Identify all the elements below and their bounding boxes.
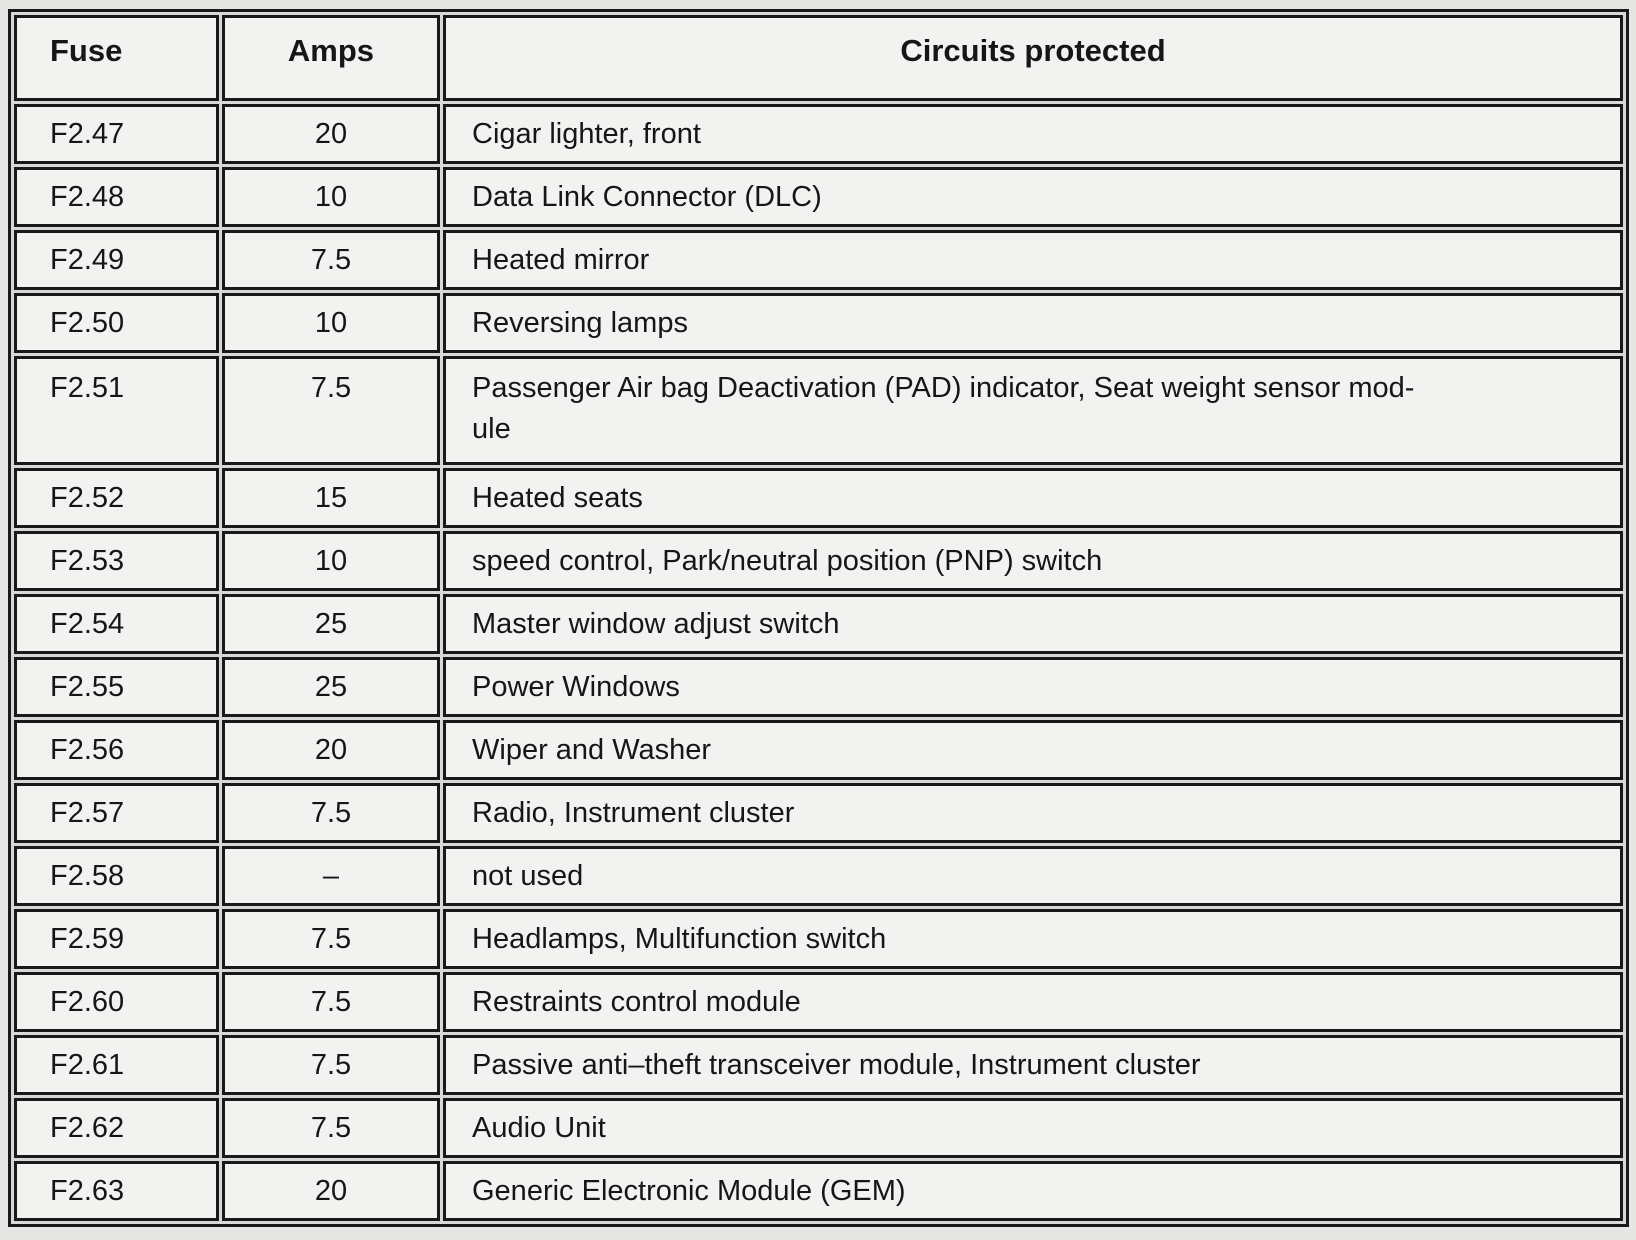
fuse-cell: F2.47 [14, 104, 219, 164]
table-row: F2.52 15 Heated seats [14, 467, 1623, 528]
table-row: F2.47 20 Cigar lighter, front [14, 104, 1623, 164]
table-row: F2.57 7.5 Radio, Instrument cluster [14, 782, 1623, 843]
circuits-cell: Cigar lighter, front [443, 104, 1623, 164]
amps-cell: 7.5 [222, 908, 440, 969]
fuse-cell: F2.60 [14, 971, 219, 1032]
header-fuse: Fuse [14, 15, 219, 101]
amps-cell: 20 [222, 719, 440, 780]
fuse-cell: F2.56 [14, 719, 219, 780]
table-row: F2.50 10 Reversing lamps [14, 293, 1623, 353]
circuits-cell: Data Link Connector (DLC) [443, 167, 1623, 227]
circuits-cell: Restraints control module [443, 971, 1623, 1032]
amps-cell: 7.5 [222, 782, 440, 843]
circuits-cell: Passenger Air bag Deactivation (PAD) ind… [443, 356, 1623, 465]
circuits-cell: Audio Unit [443, 1097, 1623, 1158]
circuits-cell: speed control, Park/neutral position (PN… [443, 530, 1623, 591]
table-row: F2.56 20 Wiper and Washer [14, 719, 1623, 780]
amps-cell: – [222, 845, 440, 906]
fuse-cell: F2.50 [14, 293, 219, 353]
amps-cell: 7.5 [222, 1034, 440, 1095]
table-row: F2.51 7.5 Passenger Air bag Deactivation… [14, 356, 1623, 465]
table-row: F2.48 10 Data Link Connector (DLC) [14, 167, 1623, 227]
amps-cell: 7.5 [222, 356, 440, 465]
amps-cell: 20 [222, 1160, 440, 1221]
amps-cell: 20 [222, 104, 440, 164]
table-row: F2.53 10 speed control, Park/neutral pos… [14, 530, 1623, 591]
fuse-cell: F2.59 [14, 908, 219, 969]
table-row: F2.58 – not used [14, 845, 1623, 906]
amps-cell: 25 [222, 593, 440, 654]
amps-cell: 25 [222, 656, 440, 717]
fuse-chart-table: Fuse Amps Circuits protected F2.47 20 Ci… [8, 9, 1629, 1227]
amps-cell: 7.5 [222, 1097, 440, 1158]
fuse-cell: F2.53 [14, 530, 219, 591]
circuits-cell: not used [443, 845, 1623, 906]
fuse-cell: F2.63 [14, 1160, 219, 1221]
circuits-cell: Passive anti–theft transceiver module, I… [443, 1034, 1623, 1095]
table-row: F2.60 7.5 Restraints control module [14, 971, 1623, 1032]
fuse-cell: F2.52 [14, 467, 219, 528]
amps-cell: 10 [222, 293, 440, 353]
header-row: Fuse Amps Circuits protected [14, 15, 1623, 101]
table-row: F2.63 20 Generic Electronic Module (GEM) [14, 1160, 1623, 1221]
fuse-cell: F2.61 [14, 1034, 219, 1095]
header-circuits-protected: Circuits protected [443, 15, 1623, 101]
circuits-cell: Heated seats [443, 467, 1623, 528]
amps-cell: 7.5 [222, 971, 440, 1032]
circuits-cell: Power Windows [443, 656, 1623, 717]
table-row: F2.55 25 Power Windows [14, 656, 1623, 717]
circuits-cell: Generic Electronic Module (GEM) [443, 1160, 1623, 1221]
fuse-cell: F2.54 [14, 593, 219, 654]
circuits-cell: Headlamps, Multifunction switch [443, 908, 1623, 969]
table-row: F2.54 25 Master window adjust switch [14, 593, 1623, 654]
fuse-cell: F2.57 [14, 782, 219, 843]
amps-cell: 10 [222, 530, 440, 591]
amps-cell: 15 [222, 467, 440, 528]
fuse-cell: F2.48 [14, 167, 219, 227]
circuits-cell: Reversing lamps [443, 293, 1623, 353]
amps-cell: 10 [222, 167, 440, 227]
fuse-cell: F2.62 [14, 1097, 219, 1158]
header-amps: Amps [222, 15, 440, 101]
amps-cell: 7.5 [222, 230, 440, 290]
fuse-cell: F2.58 [14, 845, 219, 906]
circuits-cell: Wiper and Washer [443, 719, 1623, 780]
fuse-cell: F2.49 [14, 230, 219, 290]
circuits-cell: Heated mirror [443, 230, 1623, 290]
circuits-cell: Radio, Instrument cluster [443, 782, 1623, 843]
table-row: F2.61 7.5 Passive anti–theft transceiver… [14, 1034, 1623, 1095]
fuse-cell: F2.51 [14, 356, 219, 465]
table-row: F2.49 7.5 Heated mirror [14, 230, 1623, 290]
fuse-cell: F2.55 [14, 656, 219, 717]
circuits-cell: Master window adjust switch [443, 593, 1623, 654]
table-row: F2.62 7.5 Audio Unit [14, 1097, 1623, 1158]
table-row: F2.59 7.5 Headlamps, Multifunction switc… [14, 908, 1623, 969]
